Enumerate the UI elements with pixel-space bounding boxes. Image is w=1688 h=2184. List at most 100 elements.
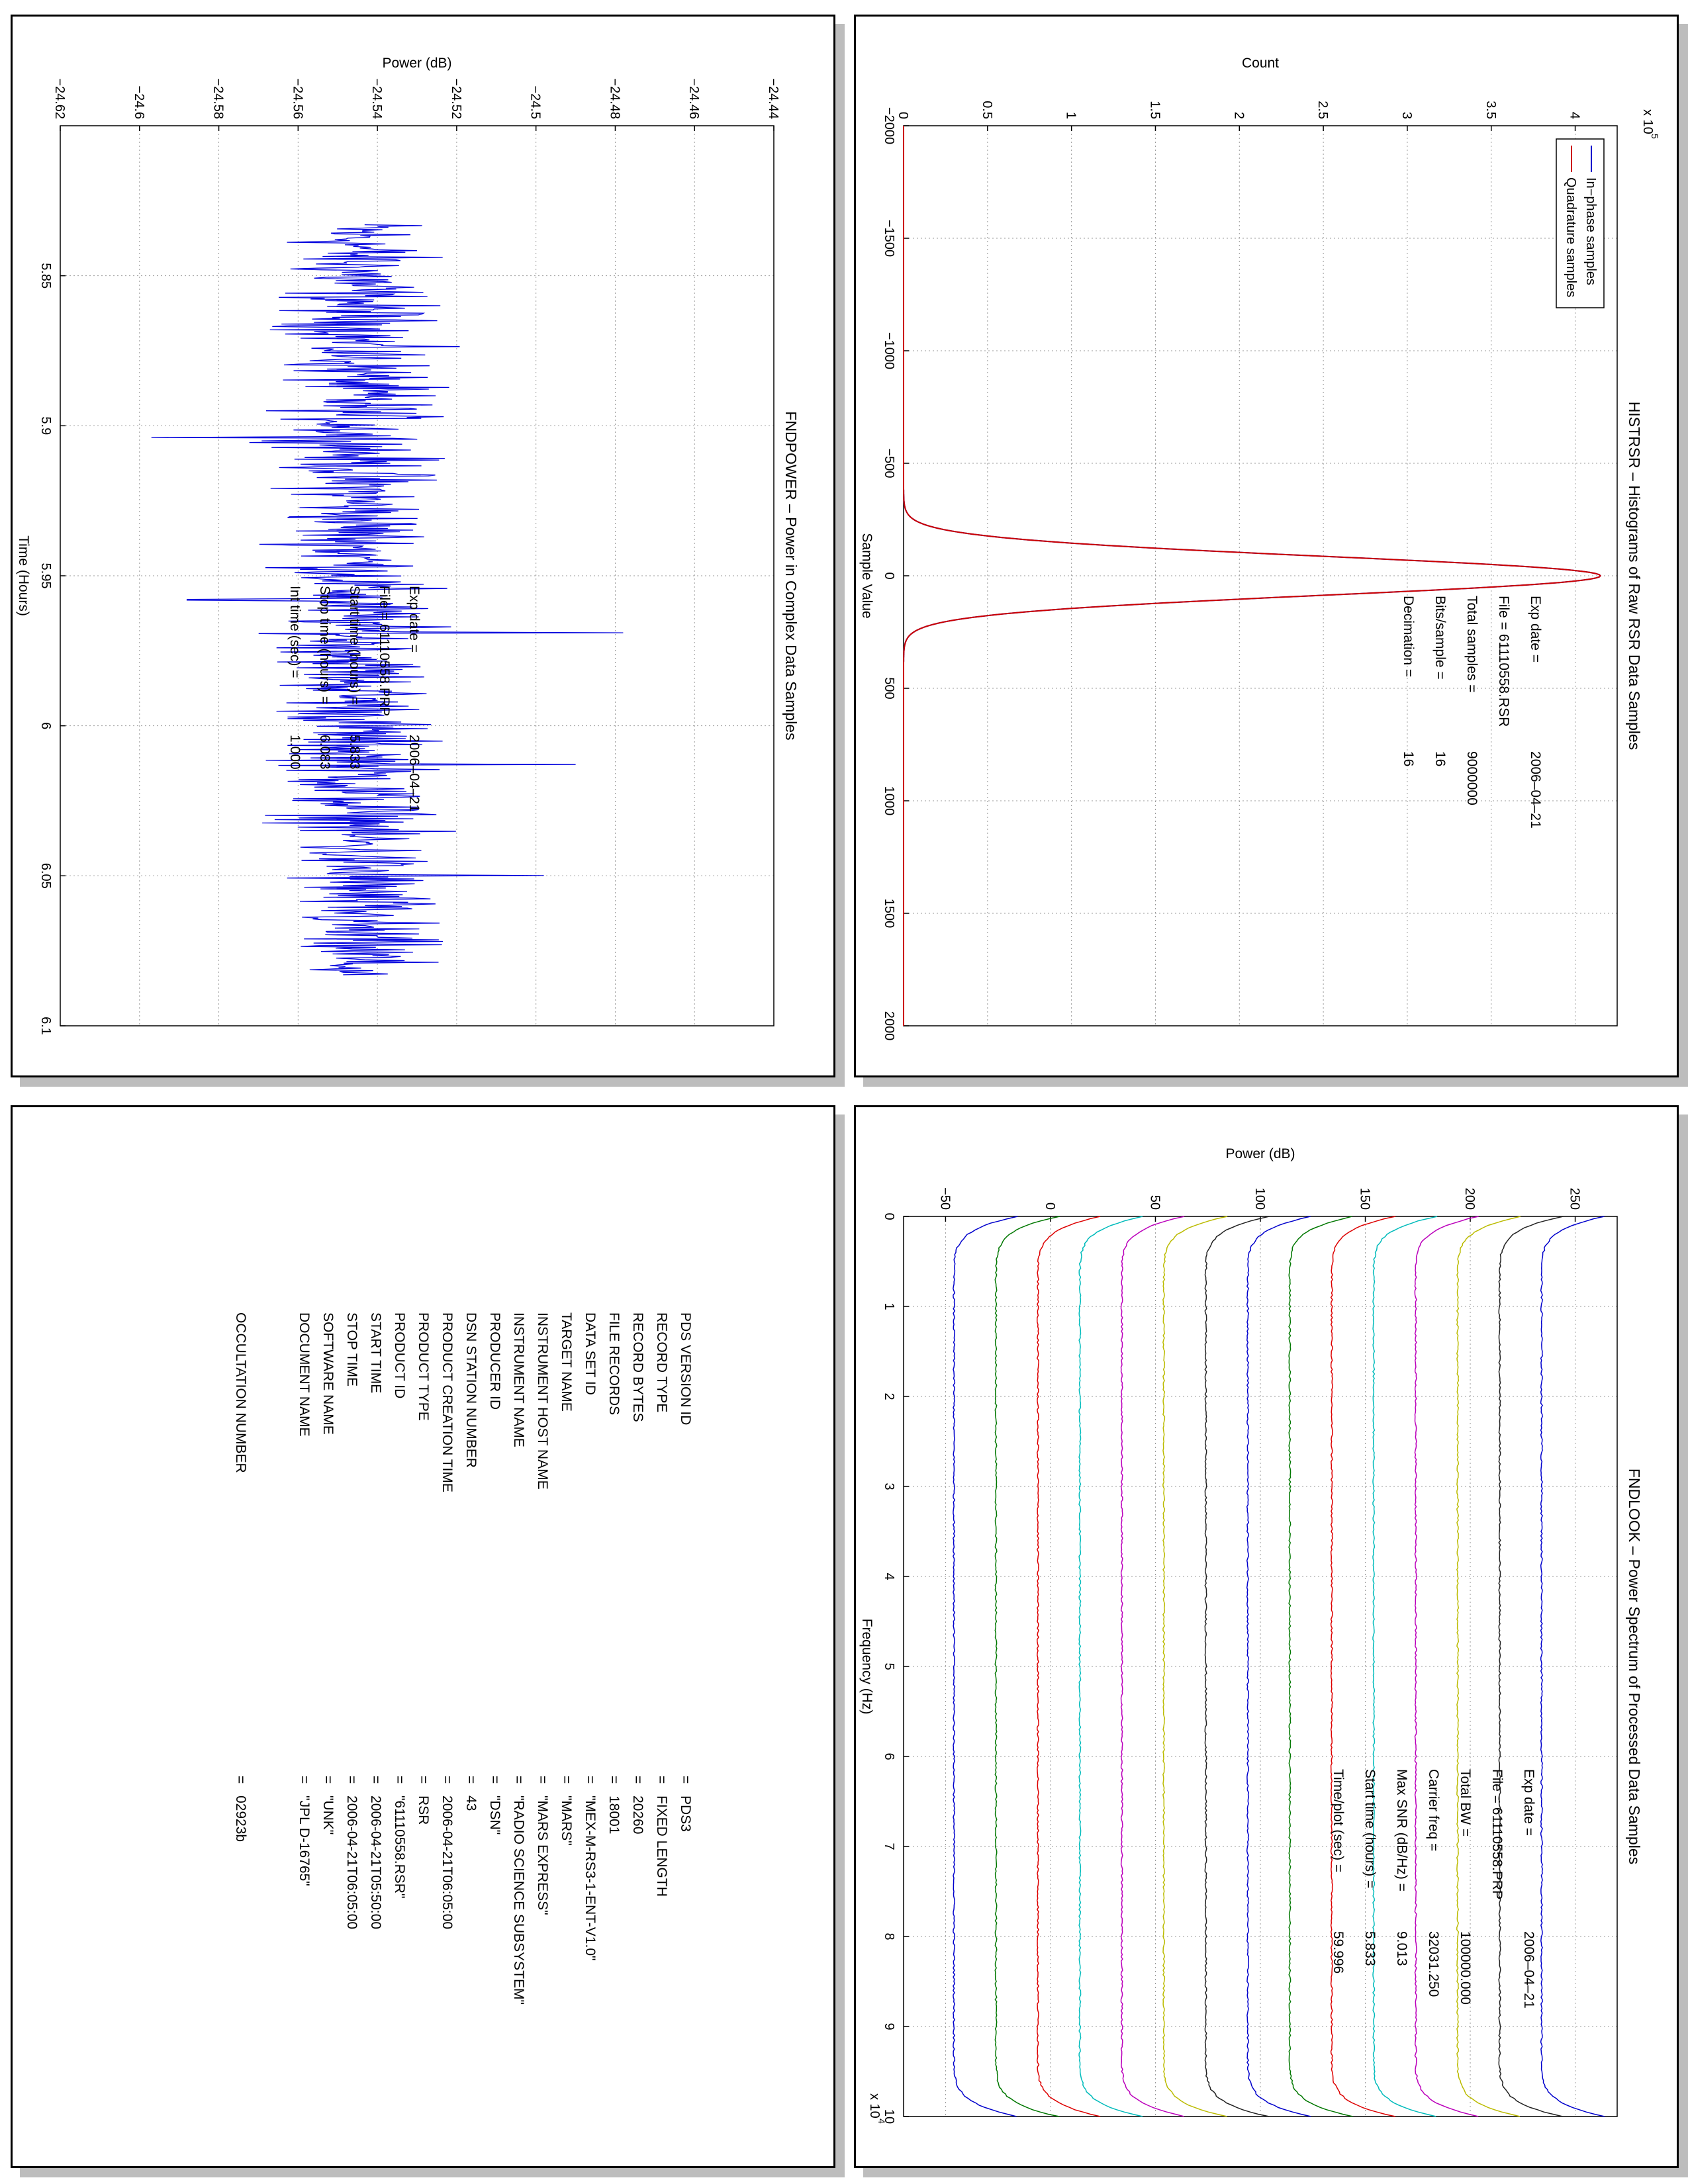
- label-equals: =: [606, 1776, 622, 1784]
- y-tick-label: 4: [1568, 112, 1582, 119]
- label-row: PRODUCER ID = "DSN": [484, 1107, 502, 2166]
- label-equals: =: [583, 1776, 598, 1784]
- info-key: Start time (hours) =: [347, 586, 362, 705]
- label-equals: =: [487, 1776, 502, 1784]
- x-tick-label: 10: [882, 2109, 896, 2124]
- y-tick-label: 150: [1358, 1188, 1372, 1210]
- label-value: "UNK": [320, 1796, 336, 1835]
- info-key: Decimation =: [1401, 596, 1416, 677]
- y-tick-label: −24.46: [686, 78, 701, 119]
- y-tick-label: 0: [896, 112, 910, 119]
- y-tick-label: −24.58: [211, 78, 226, 119]
- x-tick-label: 5.95: [38, 563, 53, 589]
- label-row: PDS VERSION ID = PDS3: [675, 1107, 693, 2166]
- label-key: OCCULTATION NUMBER: [233, 1312, 248, 1473]
- power-series-line: [151, 224, 624, 976]
- y-tick-label: 200: [1462, 1188, 1477, 1210]
- spectrum-series-line: [1414, 1216, 1479, 2117]
- spectrum-series-line: [1540, 1216, 1605, 2117]
- x-tick-label: −2000: [882, 107, 896, 144]
- label-equals: =: [392, 1776, 407, 1784]
- x-tick-label: 3: [882, 1482, 896, 1490]
- y-tick-label: 3: [1399, 112, 1414, 119]
- x-tick-label: 7: [882, 1843, 896, 1850]
- spectrum-series-line: [1330, 1216, 1396, 2117]
- label-key: PRODUCT CREATION TIME: [440, 1312, 455, 1492]
- y-tick-label: 0.5: [980, 101, 994, 119]
- y-tick-label: −24.5: [528, 85, 543, 119]
- spectrum-series-line: [1498, 1216, 1564, 2117]
- x-axis-label: Time (Hours): [16, 535, 31, 616]
- y-tick-label: 0: [1043, 1203, 1057, 1210]
- label-key: DOCUMENT NAME: [297, 1312, 312, 1437]
- label-value: "MARS": [559, 1796, 574, 1846]
- x-tick-label: −500: [882, 448, 896, 478]
- panel-fndpower: 5.85 5.9 5.95 6 6.05 6.1 −24.62 −24.6 −24.58 −24.…: [11, 15, 835, 1077]
- label-key: STOP TIME: [344, 1312, 359, 1387]
- label-equals: =: [463, 1776, 479, 1784]
- info-key: Exp date =: [406, 586, 422, 653]
- x-tick-label: 9: [882, 2023, 896, 2030]
- y-multiplier-label: x 10: [1640, 109, 1655, 134]
- y-tick-label: −24.62: [52, 78, 67, 119]
- y-tick-label: 2.5: [1315, 101, 1330, 119]
- label-equals: =: [440, 1776, 455, 1784]
- histogram-series-line: [903, 126, 1602, 1026]
- x-axis-label: Sample Value: [859, 533, 874, 618]
- y-tick-label: 3.5: [1483, 101, 1498, 119]
- label-row-occultation: OCCULTATION NUMBER = 02923b: [230, 1107, 248, 2166]
- panel-fndlook: 0 1 2 3 4 5 6 7 8 9 10 −50 0 50 100 150 200 250 FNDLOOK – …: [854, 1105, 1679, 2168]
- x-tick-label: 500: [882, 677, 896, 699]
- info-key: Exp date =: [1528, 596, 1543, 662]
- info-value: 6.083: [317, 735, 332, 770]
- plot-area-frame: [903, 1216, 1618, 2117]
- label-key: SOFTWARE NAME: [320, 1312, 336, 1435]
- spectrum-series-line: [1162, 1216, 1228, 2117]
- y-tick-label: 1: [1064, 112, 1078, 119]
- label-equals: =: [416, 1776, 431, 1784]
- label-key: INSTRUMENT NAME: [511, 1312, 526, 1447]
- info-value: 9.013: [1394, 1931, 1409, 1966]
- label-key: PRODUCER ID: [487, 1312, 502, 1410]
- x-tick-label: 1: [882, 1302, 896, 1310]
- spectrum-series-line: [1456, 1216, 1521, 2117]
- info-value: 16: [1432, 751, 1448, 766]
- label-equals: =: [344, 1776, 359, 1784]
- x-tick-label: 1500: [882, 899, 896, 929]
- x-tick-label: 6.05: [38, 863, 53, 889]
- label-value: PDS3: [678, 1796, 693, 1832]
- legend-entry: Quadrature samples: [1564, 177, 1578, 297]
- x-tick-label: 8: [882, 1933, 896, 1940]
- panel-pds-label: PDS VERSION ID = PDS3 RECORD TYPE = FIXED LEN…: [11, 1105, 835, 2168]
- label-row: FILE RECORDS = 18001: [603, 1107, 622, 2166]
- y-tick-label: −24.48: [607, 78, 622, 119]
- label-row: DSN STATION NUMBER = 43: [460, 1107, 479, 2166]
- info-key: File = 61110558.RSR: [1496, 596, 1511, 727]
- info-value: 2006–04–21: [1521, 1931, 1536, 2009]
- label-row: STOP TIME = 2006-04-21T06:05:00: [341, 1107, 359, 2166]
- label-equals: =: [320, 1776, 336, 1784]
- info-key: Start time (hours) =: [1362, 1769, 1378, 1888]
- histrsr-chart: −2000 −1500 −1000 −500 0 500 1000 1500 2000 0 0.5 1…: [859, 56, 1660, 1040]
- spectrum-series-line: [1288, 1216, 1353, 2117]
- y-tick-label: 250: [1568, 1188, 1582, 1210]
- label-value: 2006-04-21T05:50:00: [368, 1796, 383, 1929]
- y-tick-label: −24.44: [766, 78, 780, 119]
- spectrum-series-line: [994, 1216, 1060, 2117]
- y-axis-label: Power (dB): [382, 56, 451, 71]
- y-tick-label: −24.52: [449, 78, 463, 119]
- spectrum-series-line: [1246, 1216, 1311, 2117]
- info-key: Stop time (hours) =: [317, 586, 332, 704]
- fndlook-chart: 0 1 2 3 4 5 6 7 8 9 10 −50 0 50 100 150 200 250 FNDLOOK – …: [859, 1146, 1643, 2124]
- label-equals: =: [678, 1776, 693, 1784]
- x-multiplier-exponent: 4: [876, 2118, 887, 2124]
- label-equals: =: [511, 1776, 526, 1784]
- x-axis-label: Frequency (Hz): [859, 1619, 874, 1715]
- label-row: RECORD TYPE = FIXED LENGTH: [651, 1107, 669, 2166]
- info-key: Time/plot (sec) =: [1331, 1769, 1346, 1872]
- label-row: INSTRUMENT NAME = "RADIO SCIENCE SUBSYSTEM…: [508, 1107, 526, 2166]
- label-value: "JPL D-16765": [297, 1796, 312, 1886]
- x-tick-label: −1500: [882, 220, 896, 257]
- label-value: 02923b: [233, 1796, 248, 1843]
- label-value: RSR: [416, 1796, 431, 1825]
